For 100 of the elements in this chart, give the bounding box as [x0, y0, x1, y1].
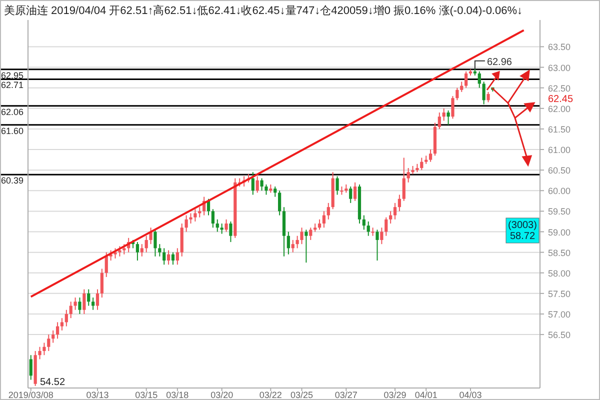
candlestick [47, 334, 50, 352]
candlestick [198, 206, 202, 218]
candlestick [451, 96, 454, 120]
candlestick [118, 246, 122, 257]
candlestick [336, 176, 339, 196]
candlestick [256, 176, 259, 194]
y-tick-label: 58.50 [548, 248, 571, 258]
candlestick [318, 218, 322, 230]
y-tick-label: 59.00 [548, 227, 571, 238]
candlestick [326, 202, 330, 220]
candlestick [482, 81, 486, 105]
annotation: (3003) [508, 220, 537, 231]
candlestick [224, 218, 228, 232]
annotation: 58.72 [510, 231, 536, 242]
y-tick-label: 61.50 [548, 124, 571, 134]
y-tick-label: 63.00 [548, 62, 571, 73]
chart-title: 美原油连 2019/04/04 开62.51↑高62.51↓低62.41↓收62.45↓量747↓仓420059↓增0 振0.16% 涨(-0.04)-0.06%↓ [4, 4, 523, 17]
candlestick [189, 212, 192, 224]
y-tick-label: 56.50 [548, 330, 571, 340]
candlestick [251, 172, 254, 196]
ref-line-label: 61.60 [1, 126, 24, 136]
x-tick-label: 03/25 [290, 390, 314, 400]
y-tick-label: 59.50 [548, 206, 571, 217]
candlestick [274, 186, 277, 198]
candlestick [78, 297, 82, 314]
candlestick [286, 231, 290, 255]
candlestick [362, 214, 366, 230]
candlestick [122, 244, 126, 255]
candlestick [300, 227, 304, 245]
candlestick [87, 288, 90, 306]
candlestick [38, 346, 42, 360]
candlestick [438, 112, 441, 130]
candlestick [278, 190, 282, 216]
candlestick [384, 216, 388, 236]
candlestick [92, 297, 95, 310]
x-tick-label: 03/18 [166, 390, 189, 400]
y-tick-label: 61.00 [548, 145, 571, 156]
candlestick [398, 194, 402, 212]
candlestick [211, 208, 215, 228]
ref-line-label: 62.71 [1, 80, 24, 90]
candlestick [176, 248, 179, 266]
candlestick [144, 235, 148, 253]
candlestick [82, 288, 86, 314]
candlestick [69, 301, 72, 319]
candlestick [194, 208, 197, 222]
ref-line-label: 62.95 [1, 70, 24, 80]
candlestick [96, 288, 100, 310]
x-tick-label: 03/22 [259, 390, 282, 400]
candlestick [353, 182, 357, 202]
x-tick-label: 03/13 [86, 390, 109, 400]
candlestick [166, 250, 170, 266]
candlestick [154, 229, 157, 257]
candlestick [420, 157, 424, 171]
candlestick [184, 214, 188, 232]
candlestick [460, 81, 464, 92]
y-tick-label: 62.50 [548, 83, 571, 94]
candlestick [309, 227, 312, 240]
candlestick [366, 220, 370, 236]
text: 62.45 [548, 94, 574, 106]
candlestick [60, 318, 64, 331]
y-tick-label: 58.00 [548, 268, 571, 278]
candlestick [380, 227, 384, 245]
candlestick [371, 227, 374, 236]
candlestick [349, 186, 352, 204]
candlestick [29, 354, 32, 380]
candlestick [158, 244, 162, 257]
x-tick-label: 03/29 [384, 390, 406, 400]
candlestick [393, 202, 397, 220]
candlestick [104, 252, 108, 278]
candlestick [402, 157, 406, 202]
candlestick [140, 244, 144, 257]
y-tick-label: 57.50 [548, 288, 571, 299]
y-tick-label: 63.50 [548, 42, 571, 52]
candlestick [464, 70, 468, 88]
candlestick [56, 322, 60, 340]
y-tick-label: 60.50 [548, 166, 571, 176]
candlestick [376, 229, 379, 262]
candlestick [216, 218, 219, 232]
annotation: 62.96 [486, 56, 512, 68]
annotation: 54.52 [40, 377, 66, 388]
candlestick [64, 309, 68, 327]
candlestick [446, 110, 450, 126]
candlestick [478, 70, 481, 88]
candlestick [442, 108, 446, 122]
candlestick [486, 91, 490, 103]
candlestick [114, 248, 117, 259]
x-tick-label: 03/20 [210, 390, 234, 400]
x-tick-label: 04/01 [414, 390, 438, 400]
candlestick [456, 87, 459, 101]
y-tick-label: 57.00 [548, 309, 571, 320]
candlestick [304, 229, 308, 264]
candlestick [428, 149, 432, 162]
candlestick [322, 210, 326, 228]
candlestick [260, 178, 264, 192]
candlestick [264, 184, 268, 196]
x-tick-label: 03/15 [135, 390, 158, 400]
x-tick-label: 2019/03/08 [8, 390, 54, 400]
candlestick [229, 220, 232, 243]
candlestick [291, 239, 294, 253]
candlestick [171, 252, 175, 266]
